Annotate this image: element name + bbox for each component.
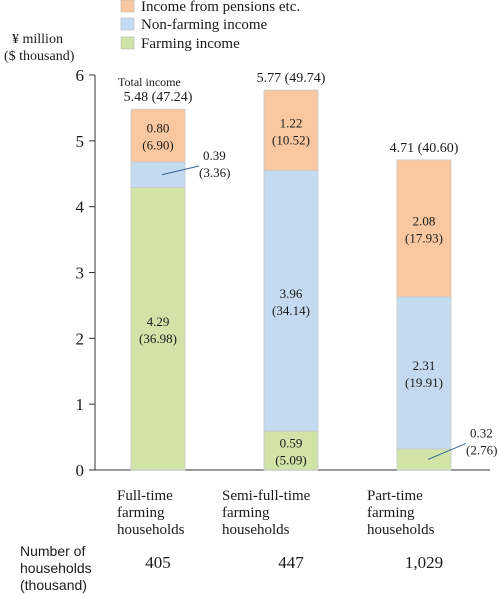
y-tick-label: 0 — [76, 461, 85, 480]
y-tick-label: 4 — [76, 198, 85, 217]
callout-usd-label: (3.36) — [199, 165, 230, 180]
bar-segment — [396, 296, 452, 450]
y-tick-label: 5 — [76, 132, 85, 151]
category-label: households — [222, 522, 290, 538]
callout-value-label: 0.39 — [203, 148, 226, 163]
legend: Income from pensions etc. Non-farming in… — [120, 0, 300, 52]
total-value-label: 4.71 (40.60) — [390, 141, 459, 156]
segment-usd-label: (17.93) — [405, 230, 443, 245]
total-value-label: 5.77 (49.74) — [257, 71, 326, 86]
category-label: households — [367, 522, 435, 538]
households-label-line3: (thousand) — [20, 577, 87, 593]
legend-swatch-non-farming — [120, 17, 135, 31]
callout-line — [161, 165, 200, 176]
bar-segment — [396, 159, 452, 298]
legend-label-pensions: Income from pensions etc. — [141, 0, 300, 15]
total-value-label: 5.48 (47.24) — [124, 90, 193, 105]
bar-segment — [130, 161, 186, 188]
bar-labels: 4.29 (36.98) 0.39 (3.36) 0.80 (6.90) 5.48 (47.… — [117, 71, 497, 572]
segment-value-label: 3.96 — [280, 286, 303, 301]
bar-segment — [130, 108, 186, 163]
category-label: farming — [222, 505, 270, 521]
y-tick-label: 6 — [76, 66, 85, 85]
category-label: Semi-full-time — [222, 488, 311, 504]
total-income-caption: Total income — [118, 75, 181, 89]
category-label: Part-time — [367, 488, 423, 504]
legend-label-non-farming: Non-farming income — [141, 17, 268, 33]
category-label: farming — [367, 505, 415, 521]
category-label: farming — [117, 505, 165, 521]
households-label-line1: Number of — [20, 543, 85, 559]
bar-segment — [130, 187, 186, 471]
callout-line — [427, 443, 467, 460]
y-axis-label-line2: ($ thousand) — [4, 49, 75, 64]
bar-segment — [263, 430, 319, 471]
bars — [130, 89, 452, 471]
segment-value-label: 2.31 — [413, 358, 436, 373]
y-tick-label: 2 — [76, 329, 85, 348]
y-axis-label-line1: ¥ million — [12, 32, 63, 47]
households-value: 405 — [145, 553, 171, 572]
bar-segment — [263, 89, 319, 171]
segment-value-label: 0.80 — [147, 121, 170, 136]
segment-usd-label: (5.09) — [275, 453, 306, 468]
households-value: 1,029 — [405, 553, 443, 572]
y-tick-label: 1 — [76, 395, 85, 414]
bar-segment — [263, 170, 319, 432]
legend-label-farming: Farming income — [141, 36, 240, 52]
households-label-line2: households — [20, 560, 92, 576]
segment-value-label: 1.22 — [280, 115, 303, 130]
segment-usd-label: (19.91) — [405, 375, 443, 390]
segment-usd-label: (6.90) — [142, 138, 173, 153]
callout-value-label: 0.32 — [470, 425, 493, 440]
category-label: households — [117, 522, 185, 538]
y-axis-ticks: 0 1 2 3 4 5 6 — [76, 66, 95, 480]
segment-value-label: 4.29 — [147, 314, 170, 329]
households-value: 447 — [278, 553, 304, 572]
legend-swatch-pensions — [120, 0, 135, 13]
segment-usd-label: (10.52) — [272, 132, 310, 147]
bar-segment — [396, 448, 452, 471]
segment-usd-label: (36.98) — [139, 331, 177, 346]
callout-usd-label: (2.76) — [466, 442, 497, 457]
segment-value-label: 0.59 — [280, 436, 303, 451]
category-label: Full-time — [117, 488, 173, 504]
segment-usd-label: (34.14) — [272, 303, 310, 318]
y-tick-label: 3 — [76, 264, 85, 283]
segment-value-label: 2.08 — [413, 213, 436, 228]
legend-swatch-farming — [120, 36, 135, 50]
